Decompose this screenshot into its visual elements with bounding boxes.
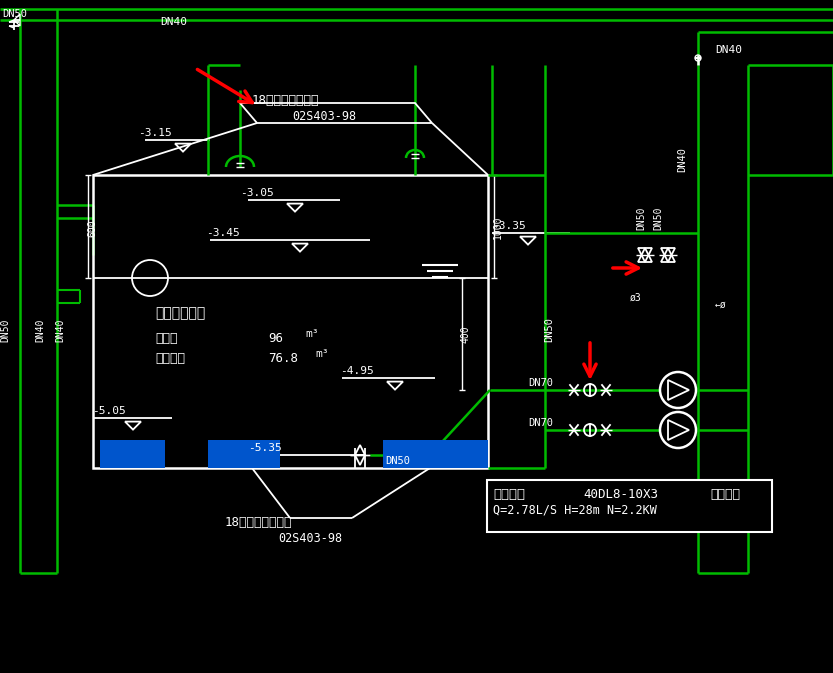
Text: -5.05: -5.05 <box>92 406 126 416</box>
Text: -5.35: -5.35 <box>248 443 282 453</box>
Text: 76.8: 76.8 <box>268 351 298 365</box>
Text: ←ø: ←ø <box>715 300 726 310</box>
Text: DN50: DN50 <box>636 206 646 229</box>
Text: 02S403-98: 02S403-98 <box>292 110 357 122</box>
Text: DN40: DN40 <box>715 45 742 55</box>
Text: DN50: DN50 <box>653 206 663 229</box>
Text: DN50: DN50 <box>385 456 410 466</box>
Text: 96: 96 <box>268 332 283 345</box>
Text: 有效容积: 有效容积 <box>155 351 185 365</box>
Bar <box>487 480 772 532</box>
Text: -3.15: -3.15 <box>138 128 172 138</box>
Text: DN70: DN70 <box>528 378 553 388</box>
Text: DN50: DN50 <box>0 318 10 342</box>
Text: DN40: DN40 <box>35 318 45 342</box>
Text: DN40: DN40 <box>160 17 187 27</box>
Bar <box>208 440 280 468</box>
Text: -3.05: -3.05 <box>240 188 274 198</box>
Text: 02S403-98: 02S403-98 <box>278 532 342 544</box>
Text: Q=2.78L/S H=28m N=2.2KW: Q=2.78L/S H=28m N=2.2KW <box>493 503 657 516</box>
Text: 1000: 1000 <box>493 215 503 239</box>
Text: m³: m³ <box>305 329 318 339</box>
Text: -3.35: -3.35 <box>492 221 526 231</box>
Text: -3.45: -3.45 <box>206 228 240 238</box>
Text: DN40: DN40 <box>55 318 65 342</box>
Text: m³: m³ <box>315 349 328 359</box>
Text: 变频水泵: 变频水泵 <box>493 487 525 501</box>
Text: 一用一备: 一用一备 <box>710 487 740 501</box>
Text: DN40: DN40 <box>677 147 687 172</box>
Text: 全容积: 全容积 <box>155 332 177 345</box>
Text: 生活消消水箱: 生活消消水箱 <box>155 306 205 320</box>
Text: 40DL8-10X3: 40DL8-10X3 <box>583 487 658 501</box>
Text: DN50: DN50 <box>544 318 554 343</box>
Text: 18目不锈钢防虫网: 18目不锈钢防虫网 <box>225 516 292 530</box>
Text: 600: 600 <box>87 219 97 237</box>
Text: 18目不锈钢防虫网: 18目不锈钢防虫网 <box>252 94 320 106</box>
Text: DN70: DN70 <box>528 418 553 428</box>
Text: -4.95: -4.95 <box>340 366 374 376</box>
Bar <box>93 175 488 468</box>
Text: ø3: ø3 <box>630 293 641 303</box>
Bar <box>383 440 488 468</box>
Bar <box>100 440 165 468</box>
Text: 400: 400 <box>461 325 471 343</box>
Text: DN50: DN50 <box>2 9 27 19</box>
